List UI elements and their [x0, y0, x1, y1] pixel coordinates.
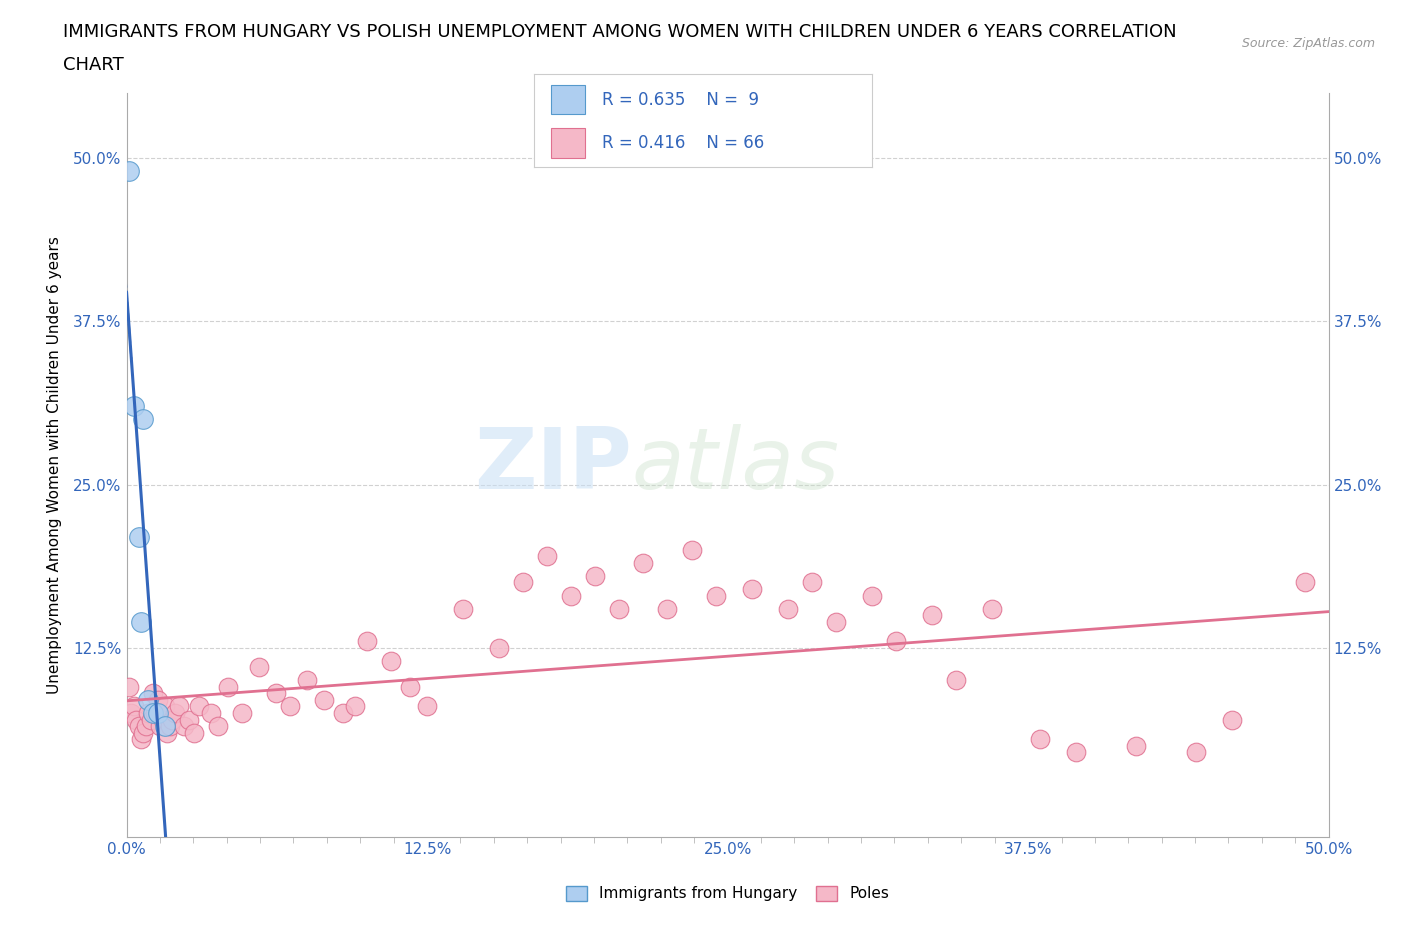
Point: [156, 725, 179, 740]
Point: [129, 732, 152, 747]
Point: [1029, 732, 1052, 747]
Point: [332, 706, 354, 721]
Point: [633, 555, 655, 570]
Point: [704, 588, 727, 603]
FancyBboxPatch shape: [551, 128, 585, 158]
Point: [135, 719, 157, 734]
Point: [128, 529, 150, 544]
Point: [169, 699, 191, 714]
Point: [583, 568, 606, 583]
Point: [125, 712, 148, 727]
Text: CHART: CHART: [63, 56, 124, 73]
Point: [776, 601, 799, 616]
Point: [120, 706, 142, 721]
Text: IMMIGRANTS FROM HUNGARY VS POLISH UNEMPLOYMENT AMONG WOMEN WITH CHILDREN UNDER 6: IMMIGRANTS FROM HUNGARY VS POLISH UNEMPL…: [63, 23, 1177, 41]
Text: atlas: atlas: [631, 423, 839, 507]
Point: [247, 660, 270, 675]
Point: [160, 712, 183, 727]
Point: [1125, 738, 1147, 753]
Point: [609, 601, 631, 616]
Point: [153, 719, 176, 734]
Point: [231, 706, 253, 721]
Point: [136, 706, 159, 721]
Point: [207, 719, 229, 734]
Point: [129, 614, 152, 629]
Point: [142, 686, 165, 701]
Point: [451, 601, 474, 616]
Point: [264, 686, 287, 701]
Point: [741, 581, 763, 596]
Point: [136, 693, 159, 708]
Point: [118, 164, 141, 179]
Point: [380, 654, 402, 669]
Point: [1185, 745, 1208, 760]
Point: [122, 699, 145, 714]
Text: R = 0.635    N =  9: R = 0.635 N = 9: [602, 90, 759, 109]
Text: ZIP: ZIP: [474, 423, 631, 507]
Point: [200, 706, 222, 721]
Point: [416, 699, 439, 714]
Point: [132, 725, 155, 740]
Point: [146, 706, 169, 721]
Point: [884, 633, 907, 648]
Point: [217, 680, 239, 695]
Point: [824, 614, 846, 629]
Point: [177, 712, 200, 727]
Point: [945, 673, 967, 688]
Point: [132, 412, 155, 427]
Point: [1064, 745, 1087, 760]
Point: [187, 699, 209, 714]
Point: [536, 549, 558, 564]
Point: [149, 719, 172, 734]
Point: [356, 633, 378, 648]
Point: [183, 725, 205, 740]
Point: [152, 712, 174, 727]
Text: R = 0.416    N = 66: R = 0.416 N = 66: [602, 134, 763, 153]
Point: [981, 601, 1004, 616]
Point: [159, 719, 181, 734]
Point: [343, 699, 366, 714]
Point: [139, 712, 162, 727]
Point: [142, 706, 165, 721]
Point: [800, 575, 823, 590]
Point: [399, 680, 422, 695]
Point: [312, 693, 335, 708]
Y-axis label: Unemployment Among Women with Children Under 6 years: Unemployment Among Women with Children U…: [46, 236, 62, 694]
Point: [681, 542, 703, 557]
Point: [657, 601, 679, 616]
Point: [146, 693, 169, 708]
Point: [560, 588, 582, 603]
Point: [512, 575, 534, 590]
Legend: Immigrants from Hungary, Poles: Immigrants from Hungary, Poles: [560, 880, 896, 908]
Point: [860, 588, 883, 603]
Point: [295, 673, 318, 688]
Point: [163, 706, 186, 721]
Point: [173, 719, 195, 734]
Text: Source: ZipAtlas.com: Source: ZipAtlas.com: [1241, 37, 1375, 50]
Point: [1294, 575, 1316, 590]
Point: [122, 399, 145, 414]
Point: [1222, 712, 1244, 727]
Point: [145, 706, 167, 721]
Point: [118, 680, 141, 695]
Point: [278, 699, 301, 714]
Point: [921, 607, 943, 622]
Point: [488, 640, 510, 655]
Point: [128, 719, 150, 734]
Point: [153, 699, 176, 714]
FancyBboxPatch shape: [551, 85, 585, 114]
